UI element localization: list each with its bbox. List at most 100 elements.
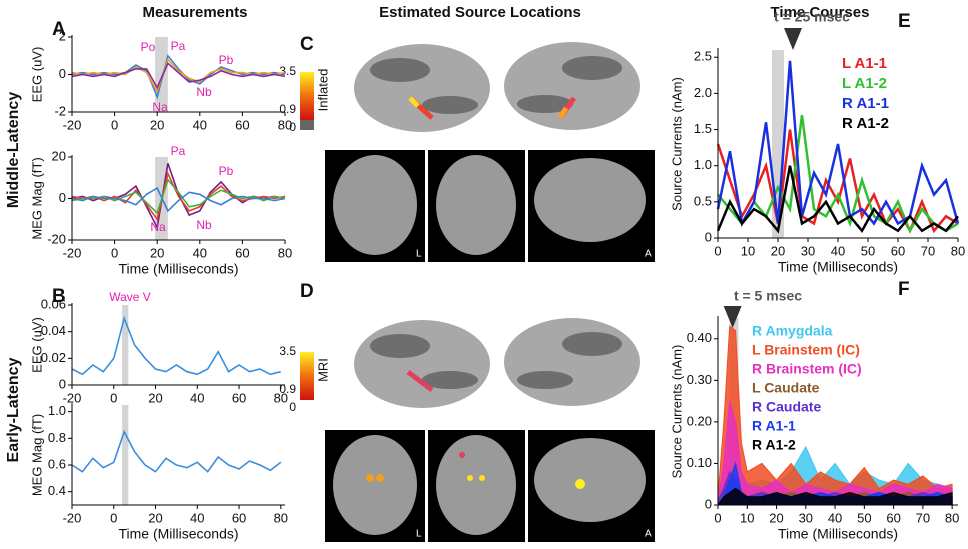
source-highlight [575, 479, 585, 489]
colorbar-label: 0.9 [279, 102, 296, 116]
x-tick-label: -20 [63, 390, 82, 405]
sulcus [562, 332, 622, 356]
slice-label: A [645, 249, 652, 260]
source-highlight [408, 96, 420, 108]
y-tick-label: 0 [59, 66, 66, 81]
panel-letter: D [300, 281, 314, 302]
y-tick-label: 1.0 [48, 403, 66, 418]
y-axis-label: MEG Mag (fT) [29, 414, 44, 496]
legend-entry: L Caudate [752, 380, 820, 396]
y-tick-label: 0.04 [41, 323, 66, 338]
x-tick-label: 40 [193, 245, 207, 260]
slice-label: L [416, 529, 422, 540]
row-label: Middle-Latency [5, 92, 22, 209]
brain-panel-c: L A [300, 42, 655, 262]
brain-slice [534, 438, 646, 522]
x-tick-label: 10 [740, 510, 754, 525]
x-tick-label: 20 [148, 510, 162, 525]
line [717, 114, 959, 234]
column-title: Time Courses [771, 4, 870, 21]
colorbar-label: 0 [289, 120, 296, 134]
y-tick-label: -2 [54, 103, 66, 118]
legend-entry: R Brainstem (IC) [752, 361, 862, 377]
cortex [354, 44, 490, 132]
x-tick-label: 60 [235, 245, 249, 260]
legend-entry: R A1-1 [752, 418, 796, 434]
colorbar [300, 72, 314, 120]
line [71, 186, 286, 213]
x-axis-label: Time (Milliseconds) [118, 526, 238, 542]
y-tick-label: 0 [59, 190, 66, 205]
x-tick-label: 0 [714, 510, 721, 525]
sulcus [517, 371, 573, 389]
sulcus [562, 56, 622, 80]
y-tick-label: 1.5 [694, 121, 712, 136]
y-tick-label: 0 [59, 376, 66, 391]
source-highlight [479, 475, 485, 481]
cortex [504, 42, 640, 130]
source-highlight [406, 370, 434, 392]
legend-entry: L Brainstem (IC) [752, 342, 860, 358]
y-tick-label: 0.02 [41, 350, 66, 365]
x-tick-label: 20 [150, 245, 164, 260]
x-tick-label: 0 [111, 245, 118, 260]
row-label: Early-Latency [5, 357, 22, 462]
x-tick-label: 20 [769, 510, 783, 525]
column-title: Estimated Source Locations [379, 4, 581, 21]
x-tick-label: 80 [278, 117, 292, 132]
highlight-band [122, 405, 129, 505]
x-tick-label: -20 [63, 117, 82, 132]
x-tick-label: 20 [150, 117, 164, 132]
y-axis-label: EEG (uV) [29, 47, 44, 103]
brain-slice [436, 155, 516, 255]
brain-slice [436, 435, 516, 535]
x-tick-label: 80 [945, 510, 959, 525]
y-tick-label: 20 [52, 148, 66, 163]
x-tick-label: 40 [828, 510, 842, 525]
x-tick-label: 20 [148, 390, 162, 405]
x-tick-label: 40 [190, 510, 204, 525]
x-tick-label: 20 [771, 243, 785, 258]
sulcus [422, 96, 478, 114]
line [716, 129, 959, 234]
annotation: Wave V [109, 290, 151, 304]
brain-slice [333, 155, 417, 255]
annotation: Pb [219, 53, 234, 67]
y-tick-label: 0.10 [687, 455, 712, 470]
legend-entry: R A1-2 [842, 115, 889, 132]
y-tick-label: 0.40 [687, 330, 712, 345]
y-axis-label: Source Currents (nAm) [669, 77, 684, 211]
x-tick-label: 80 [274, 390, 288, 405]
y-tick-label: 0 [705, 229, 712, 244]
annotation: Nb [196, 85, 212, 99]
time-marker [784, 28, 802, 50]
annotation: t = 5 msec [734, 288, 802, 304]
x-tick-label: 0 [111, 117, 118, 132]
panel-letter: E [898, 11, 911, 32]
x-tick-label: -20 [63, 510, 82, 525]
source-highlight [467, 475, 473, 481]
legend-entry: L A1-2 [842, 75, 887, 92]
y-axis-label: MEG Mag (fT) [29, 157, 44, 239]
y-tick-label: -20 [47, 231, 66, 246]
highlight-band [122, 305, 129, 385]
column-title: Measurements [142, 4, 247, 21]
y-tick-label: 0 [705, 496, 712, 511]
colorbar-title: MRI [315, 358, 330, 382]
x-axis-label: Time (Milliseconds) [778, 526, 898, 542]
colorbar-gray [300, 120, 314, 130]
x-tick-label: 40 [831, 243, 845, 258]
source-highlight [366, 474, 374, 482]
x-tick-label: -20 [63, 245, 82, 260]
annotation: Na [152, 100, 168, 114]
y-tick-label: 0.20 [687, 413, 712, 428]
legend-entry: R A1-1 [842, 95, 889, 112]
colorbar [300, 352, 314, 400]
y-tick-label: 1.0 [694, 157, 712, 172]
x-tick-label: 80 [274, 510, 288, 525]
legend-entry: R Amygdala [752, 323, 833, 339]
panel-letter: A [52, 19, 66, 40]
brain-slice [534, 158, 646, 242]
source-highlight [459, 452, 465, 458]
